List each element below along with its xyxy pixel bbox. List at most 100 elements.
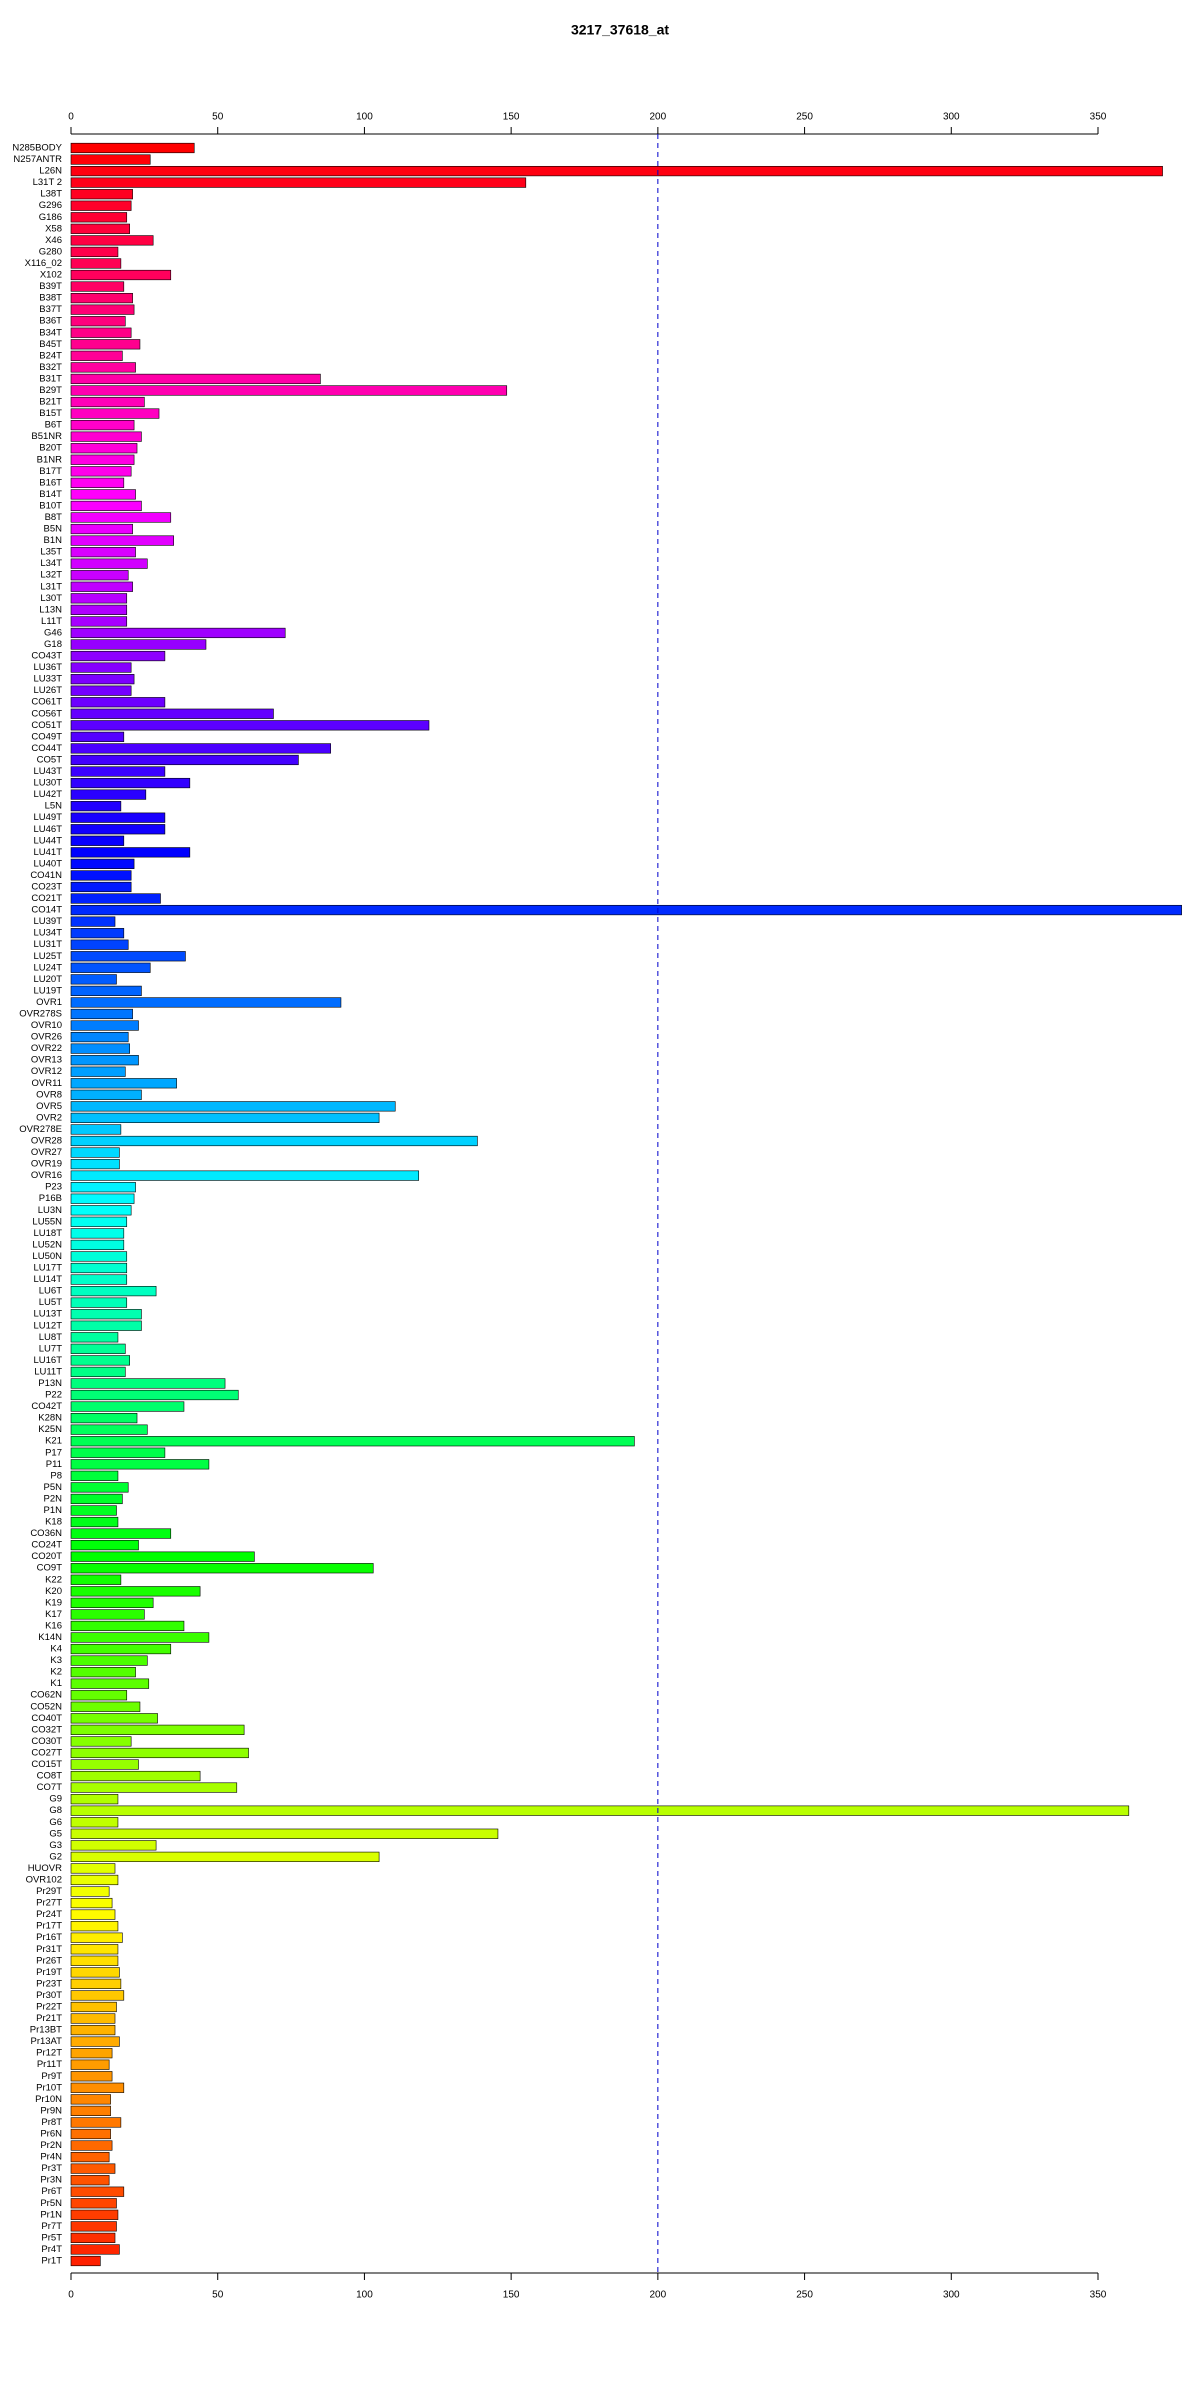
y-tick-label: B38T bbox=[39, 293, 62, 304]
bar bbox=[70, 1921, 119, 1932]
y-tick-label: L34T bbox=[40, 558, 62, 569]
y-tick-label: CO9T bbox=[37, 1563, 63, 1574]
y-tick-label: B10T bbox=[39, 500, 62, 511]
bar bbox=[70, 1990, 125, 2001]
y-tick-label: LU33T bbox=[33, 674, 62, 685]
y-tick-label: K19 bbox=[45, 1597, 62, 1608]
bar bbox=[70, 847, 191, 858]
y-tick-label: CO49T bbox=[31, 731, 62, 742]
y-tick-label: K2 bbox=[50, 1667, 62, 1678]
bar bbox=[70, 1285, 157, 1297]
bar bbox=[70, 1840, 157, 1851]
bar bbox=[70, 1101, 396, 1112]
bar bbox=[70, 2198, 117, 2209]
bar bbox=[70, 928, 125, 939]
bar bbox=[70, 2013, 116, 2024]
y-tick-label: LU52N bbox=[32, 1239, 62, 1250]
y-tick-label: Pr30T bbox=[36, 1990, 62, 2001]
bar bbox=[70, 1678, 150, 1689]
x-tick-label: 250 bbox=[796, 112, 813, 123]
bar bbox=[70, 2059, 110, 2070]
bar bbox=[70, 235, 154, 246]
y-tick-label: L11T bbox=[41, 616, 62, 627]
bar bbox=[70, 454, 135, 465]
y-tick-label: Pr22T bbox=[36, 2001, 62, 2012]
y-tick-label: P8 bbox=[50, 1470, 62, 1481]
y-tick-label: Pr3T bbox=[41, 2163, 62, 2174]
bar bbox=[70, 1470, 119, 1481]
bar bbox=[70, 650, 166, 662]
bar bbox=[70, 1401, 185, 1412]
y-tick-label: Pr3N bbox=[40, 2175, 62, 2186]
bar bbox=[70, 246, 119, 258]
bar bbox=[70, 1586, 201, 1597]
bar bbox=[70, 1690, 128, 1701]
bar bbox=[70, 1055, 139, 1066]
y-tick-label: P23 bbox=[45, 1182, 62, 1193]
y-tick-label: G46 bbox=[44, 627, 62, 638]
y-tick-label: B6T bbox=[45, 420, 63, 431]
y-tick-label: G8 bbox=[49, 1805, 62, 1816]
bar bbox=[70, 2024, 116, 2036]
y-tick-label: LU46T bbox=[33, 824, 62, 835]
y-tick-label: K14N bbox=[38, 1632, 62, 1643]
y-tick-label: P2N bbox=[44, 1493, 63, 1504]
y-tick-label: Pr9T bbox=[41, 2071, 62, 2082]
bar bbox=[70, 1620, 185, 1632]
bar bbox=[70, 939, 129, 950]
bar bbox=[70, 1667, 136, 1678]
y-tick-label: CO15T bbox=[31, 1759, 62, 1770]
y-tick-label: G2 bbox=[49, 1851, 62, 1862]
y-tick-label: OVR19 bbox=[31, 1159, 62, 1170]
bar bbox=[70, 535, 174, 546]
y-tick-label: OVR12 bbox=[31, 1066, 62, 1077]
y-tick-label: CO14T bbox=[31, 905, 62, 916]
bar bbox=[70, 1262, 128, 1274]
x-tick-label: 200 bbox=[650, 112, 667, 123]
bar bbox=[70, 697, 166, 708]
y-tick-label: P1N bbox=[44, 1505, 63, 1516]
bar bbox=[70, 558, 148, 569]
y-tick-label: LU8T bbox=[39, 1332, 62, 1343]
y-tick-label: CO42T bbox=[31, 1401, 62, 1412]
y-tick-label: L30T bbox=[40, 593, 62, 604]
y-tick-label: B24T bbox=[39, 350, 62, 361]
bar bbox=[70, 512, 172, 523]
bar bbox=[70, 408, 160, 419]
bar bbox=[70, 177, 527, 188]
y-tick-label: K25N bbox=[38, 1424, 62, 1435]
bar bbox=[70, 1805, 1130, 1816]
y-tick-label: OVR10 bbox=[31, 1020, 62, 1031]
y-tick-label: LU41T bbox=[33, 847, 62, 858]
bar bbox=[70, 1182, 136, 1193]
y-tick-label: G186 bbox=[39, 212, 62, 223]
y-tick-label: L38T bbox=[40, 189, 62, 200]
bar bbox=[70, 951, 186, 962]
bar bbox=[70, 281, 125, 292]
bar bbox=[70, 801, 122, 812]
bar bbox=[70, 2117, 122, 2128]
bar bbox=[70, 1112, 380, 1124]
bar bbox=[70, 1655, 148, 1666]
bar bbox=[70, 2244, 120, 2255]
y-tick-label: Pr5N bbox=[40, 2198, 62, 2209]
y-tick-label: L35T bbox=[40, 547, 62, 558]
y-tick-label: CO8T bbox=[37, 1771, 63, 1782]
y-tick-label: B16T bbox=[39, 477, 62, 488]
bar bbox=[70, 1228, 125, 1239]
bar bbox=[70, 858, 135, 869]
bar bbox=[70, 1574, 122, 1585]
y-tick-label: K16 bbox=[45, 1620, 62, 1631]
y-tick-label: LU20T bbox=[33, 974, 62, 985]
y-tick-label: OVR278E bbox=[19, 1124, 62, 1135]
x-tick-label: 100 bbox=[356, 2290, 373, 2301]
bar bbox=[70, 293, 133, 304]
y-tick-label: OVR5 bbox=[36, 1101, 62, 1112]
y-tick-label: CO36N bbox=[30, 1528, 62, 1539]
y-tick-label: L13N bbox=[39, 604, 62, 615]
bar bbox=[70, 674, 135, 685]
bar bbox=[70, 1274, 128, 1285]
bar bbox=[70, 1955, 119, 1966]
bar bbox=[70, 396, 145, 408]
bar bbox=[70, 974, 117, 985]
